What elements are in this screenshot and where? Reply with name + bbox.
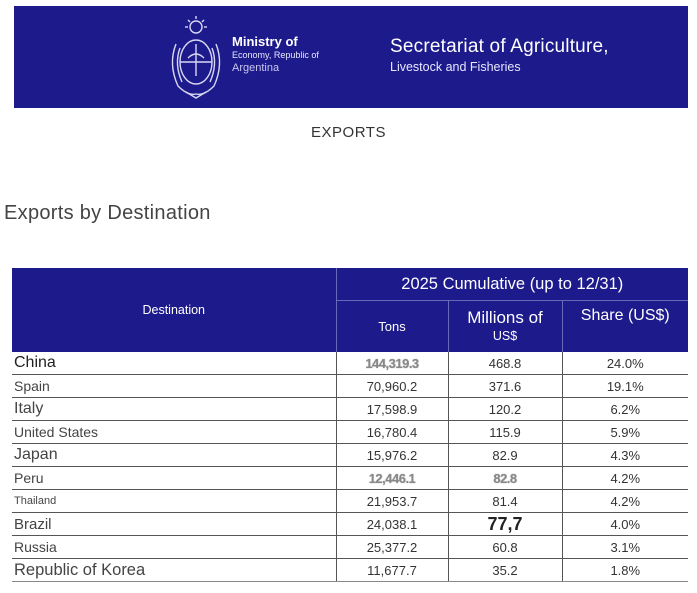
table-row: China 144,319.3 468.8 24.0% xyxy=(12,352,689,375)
header-millions-line2: US$ xyxy=(492,328,518,343)
cell-share: 19.1% xyxy=(562,374,689,398)
cell-millions-usd: 115.9 xyxy=(448,420,563,444)
cell-millions-usd: 77,7 xyxy=(448,512,563,536)
argentina-coat-of-arms-icon xyxy=(171,16,221,99)
secretariat-name: Secretariat of Agriculture, Livestock an… xyxy=(390,36,609,74)
cell-destination: Spain xyxy=(12,374,337,398)
cell-tons: 21,953.7 xyxy=(336,489,449,513)
cell-millions-usd: 82.9 xyxy=(448,443,563,467)
table-row: Japan 15,976.2 82.9 4.3% xyxy=(12,443,689,467)
header-destination: Destination xyxy=(12,268,337,352)
cell-millions-usd: 35.2 xyxy=(448,558,563,582)
cell-millions-usd: 371.6 xyxy=(448,374,563,398)
cell-destination: China xyxy=(12,352,337,375)
ministry-line2: Economy, Republic of xyxy=(232,50,319,61)
cell-destination: Republic of Korea xyxy=(12,558,337,582)
header-millions-usd: Millions of US$ xyxy=(448,300,563,352)
header-tons: Tons xyxy=(336,300,449,352)
cell-share: 1.8% xyxy=(562,558,689,582)
cell-share: 4.3% xyxy=(562,443,689,467)
ministry-name: Ministry of Economy, Republic of Argenti… xyxy=(232,34,382,75)
cell-destination: Thailand xyxy=(12,489,337,513)
table-row: United States 16,780.4 115.9 5.9% xyxy=(12,420,689,444)
cell-share: 4.2% xyxy=(562,466,689,490)
table-row: Italy 17,598.9 120.2 6.2% xyxy=(12,397,689,421)
table-row: Thailand 21,953.7 81.4 4.2% xyxy=(12,489,689,513)
ministry-line1: Ministry of xyxy=(232,34,298,49)
cell-destination: Russia xyxy=(12,535,337,559)
cell-destination: Peru xyxy=(12,466,337,490)
header-millions-line1: Millions of xyxy=(467,307,543,327)
header-banner: Ministry of Economy, Republic of Argenti… xyxy=(14,6,688,108)
cell-share: 6.2% xyxy=(562,397,689,421)
cell-destination: United States xyxy=(12,420,337,444)
cell-share: 4.2% xyxy=(562,489,689,513)
cell-share: 3.1% xyxy=(562,535,689,559)
page-heading: EXPORTS xyxy=(311,124,386,141)
table-row: Spain 70,960.2 371.6 19.1% xyxy=(12,374,689,398)
table-row: Peru 12,446.1 82.8 4.2% xyxy=(12,466,689,490)
cell-millions-usd: 82.8 xyxy=(448,466,563,490)
cell-destination: Brazil xyxy=(12,512,337,536)
header-group: 2025 Cumulative (up to 12/31) xyxy=(336,268,689,301)
cell-tons: 12,446.1 xyxy=(336,466,449,490)
cell-tons: 70,960.2 xyxy=(336,374,449,398)
cell-destination: Japan xyxy=(12,443,337,467)
cell-destination: Italy xyxy=(12,397,337,421)
cell-tons: 144,319.3 xyxy=(336,352,449,375)
cell-tons: 24,038.1 xyxy=(336,512,449,536)
cell-millions-usd: 60.8 xyxy=(448,535,563,559)
table-row: Brazil 24,038.1 77,7 4.0% xyxy=(12,512,689,536)
section-title: Exports by Destination xyxy=(4,202,211,224)
cell-share: 4.0% xyxy=(562,512,689,536)
cell-share: 24.0% xyxy=(562,352,689,375)
secretariat-line1: Secretariat of Agriculture, xyxy=(390,36,609,57)
cell-tons: 25,377.2 xyxy=(336,535,449,559)
cell-tons: 16,780.4 xyxy=(336,420,449,444)
cell-millions-usd: 468.8 xyxy=(448,352,563,375)
header-share: Share (US$) xyxy=(562,300,689,352)
table-row: Russia 25,377.2 60.8 3.1% xyxy=(12,535,689,559)
ministry-line3: Argentina xyxy=(232,61,280,74)
secretariat-line2: Livestock and Fisheries xyxy=(390,60,521,74)
cell-millions-usd: 120.2 xyxy=(448,397,563,421)
cell-tons: 11,677.7 xyxy=(336,558,449,582)
exports-table: Destination 2025 Cumulative (up to 12/31… xyxy=(12,268,689,582)
table-row: Republic of Korea 11,677.7 35.2 1.8% xyxy=(12,558,689,582)
cell-tons: 17,598.9 xyxy=(336,397,449,421)
cell-share: 5.9% xyxy=(562,420,689,444)
cell-tons: 15,976.2 xyxy=(336,443,449,467)
cell-millions-usd: 81.4 xyxy=(448,489,563,513)
